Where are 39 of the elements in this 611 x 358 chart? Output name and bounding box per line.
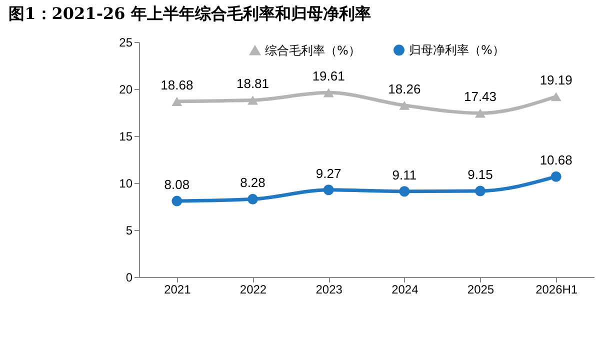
point <box>172 96 182 106</box>
x-tick-label: 2021 <box>164 282 192 296</box>
y-tick-label: 5 <box>126 224 133 238</box>
point <box>475 186 486 196</box>
y-tick-label: 20 <box>119 82 133 96</box>
x-tick-label: 2022 <box>240 282 267 296</box>
data-label: 8.08 <box>164 177 190 192</box>
point <box>550 92 562 102</box>
data-label: 17.43 <box>464 89 497 104</box>
data-label: 9.15 <box>468 166 493 182</box>
y-tick-label: 15 <box>119 130 133 144</box>
y-tick-label: 0 <box>126 270 133 284</box>
point <box>172 196 182 206</box>
legend-label: 归母净利率（%） <box>409 43 504 58</box>
data-label: 9.27 <box>316 166 342 181</box>
data-label: 8.28 <box>240 175 266 190</box>
point <box>550 171 562 182</box>
x-tick-label: 2025 <box>467 282 494 296</box>
data-label: 10.68 <box>540 152 572 168</box>
point <box>399 100 410 110</box>
x-tick-label: 2023 <box>316 282 343 296</box>
point <box>399 186 410 197</box>
data-label: 18.68 <box>160 77 194 92</box>
point <box>323 88 334 98</box>
y-tick-label: 10 <box>119 176 133 190</box>
point <box>248 194 258 204</box>
point <box>248 96 258 105</box>
data-label: 18.26 <box>388 81 421 96</box>
y-tick-label: 25 <box>119 36 133 50</box>
point <box>475 108 486 118</box>
x-tick-label: 2024 <box>392 282 419 296</box>
point <box>323 184 334 196</box>
chart-title: 图1：2021-26 年上半年综合毛利率和归母净利率 <box>8 4 371 23</box>
data-label: 9.11 <box>392 167 417 182</box>
legend-label: 综合毛利率（%） <box>265 43 360 58</box>
data-label: 18.81 <box>236 76 270 92</box>
x-tick-label: 2026H1 <box>536 282 578 296</box>
data-label: 19.61 <box>312 68 345 84</box>
data-label: 19.19 <box>540 72 572 88</box>
